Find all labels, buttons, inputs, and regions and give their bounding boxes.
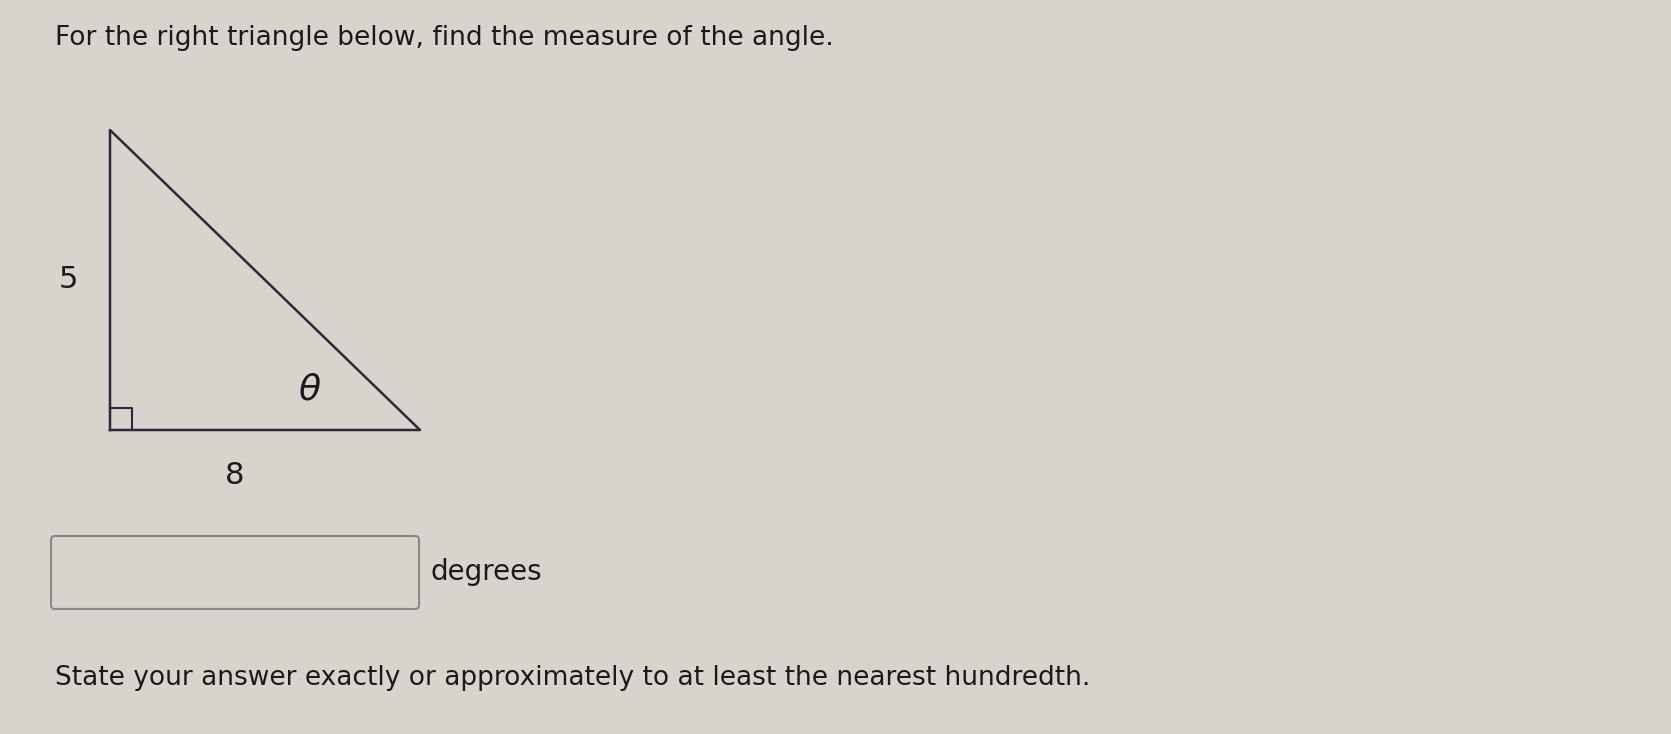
Text: 5: 5 — [58, 266, 77, 294]
Text: degrees: degrees — [429, 558, 541, 586]
Text: 8: 8 — [226, 460, 244, 490]
FancyBboxPatch shape — [52, 536, 419, 609]
Text: State your answer exactly or approximately to at least the nearest hundredth.: State your answer exactly or approximate… — [55, 665, 1091, 691]
Text: $\theta$: $\theta$ — [299, 373, 323, 407]
Text: For the right triangle below, find the measure of the angle.: For the right triangle below, find the m… — [55, 25, 834, 51]
